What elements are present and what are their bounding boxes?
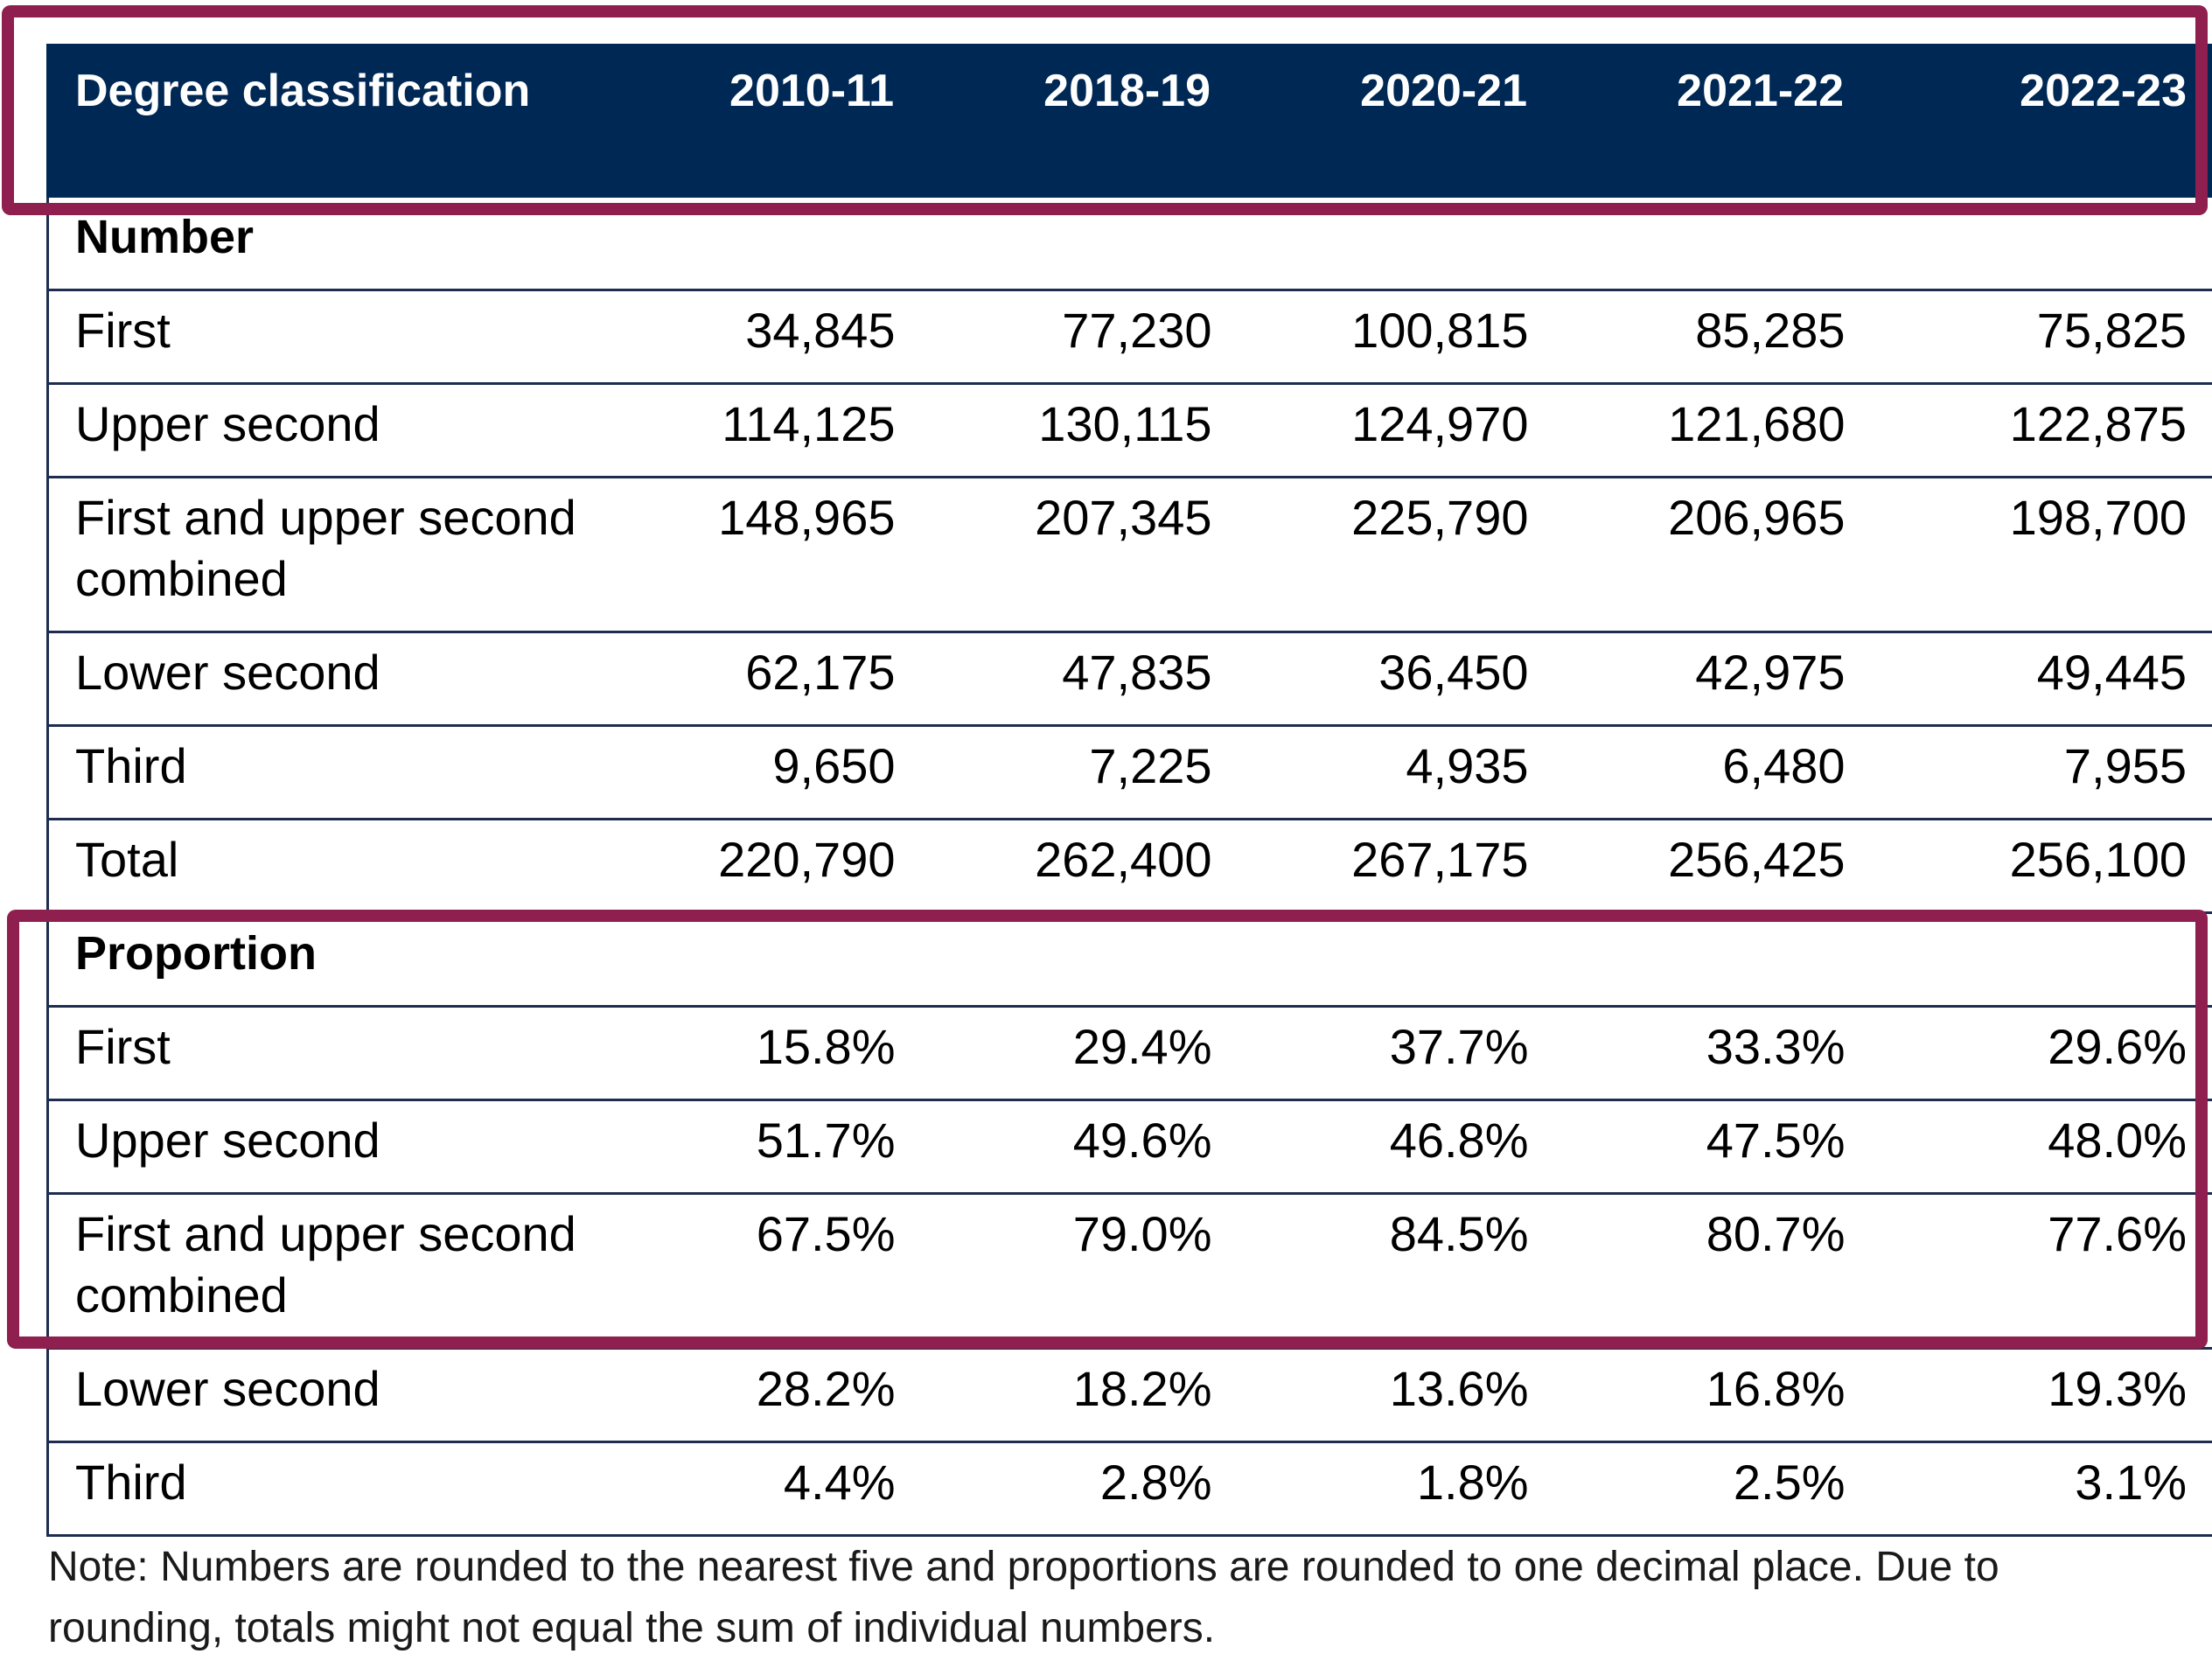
row-label: Lower second xyxy=(46,1347,614,1443)
table-cell: 256,425 xyxy=(1554,818,1872,914)
table-cell: 29.4% xyxy=(921,1005,1239,1101)
header-year-2022-23: 2022-23 xyxy=(1870,44,2212,198)
table-cell: 49,445 xyxy=(1871,631,2212,727)
table-row: Lower second 28.2% 18.2% 13.6% 16.8% 19.… xyxy=(46,1347,2212,1443)
table-cell: 51.7% xyxy=(613,1099,922,1195)
table-cell: 33.3% xyxy=(1554,1005,1872,1101)
section-title-proportion: Proportion xyxy=(46,911,2212,1008)
table-cell: 148,965 xyxy=(613,476,922,633)
table-cell: 19.3% xyxy=(1871,1347,2212,1443)
table-cell: 42,975 xyxy=(1554,631,1872,727)
table-cell: 225,790 xyxy=(1238,476,1555,633)
table-cell: 124,970 xyxy=(1238,382,1555,478)
row-label: Total xyxy=(46,818,614,914)
table-cell: 18.2% xyxy=(921,1347,1239,1443)
row-label: Upper second xyxy=(46,382,614,478)
table-footnote: Note: Numbers are rounded to the nearest… xyxy=(48,1544,1999,1651)
table-cell: 13.6% xyxy=(1238,1347,1555,1443)
table-cell: 77.6% xyxy=(1871,1192,2212,1350)
table-cell: 198,700 xyxy=(1871,476,2212,633)
table-cell: 206,965 xyxy=(1554,476,1872,633)
degree-classification-table: Degree classification 2010-11 2018-19 20… xyxy=(46,44,2212,1537)
table-cell: 15.8% xyxy=(613,1005,922,1101)
table-cell: 79.0% xyxy=(921,1192,1239,1350)
table-row: First and upper second combined 67.5% 79… xyxy=(46,1192,2212,1350)
row-label: First and upper second combined xyxy=(46,1192,614,1350)
table-cell: 48.0% xyxy=(1871,1099,2212,1195)
table-cell: 100,815 xyxy=(1238,289,1555,385)
table-cell: 1.8% xyxy=(1238,1441,1555,1537)
table-cell: 7,225 xyxy=(921,724,1239,820)
table-row: Upper second 114,125 130,115 124,970 121… xyxy=(46,382,2212,478)
table-row: Third 4.4% 2.8% 1.8% 2.5% 3.1% xyxy=(46,1441,2212,1537)
table-cell: 114,125 xyxy=(613,382,922,478)
degree-classification-table-container: Degree classification 2010-11 2018-19 20… xyxy=(46,44,2212,1537)
table-cell: 62,175 xyxy=(613,631,922,727)
header-year-2018-19: 2018-19 xyxy=(920,44,1239,198)
table-cell: 2.8% xyxy=(921,1441,1239,1537)
table-cell: 256,100 xyxy=(1871,818,2212,914)
table-header-row: Degree classification 2010-11 2018-19 20… xyxy=(46,44,2212,198)
table-cell: 28.2% xyxy=(613,1347,922,1443)
table-row: First and upper second combined 148,965 … xyxy=(46,476,2212,633)
section-row-proportion: Proportion xyxy=(46,911,2212,1008)
table-cell: 75,825 xyxy=(1871,289,2212,385)
row-label: First and upper second combined xyxy=(46,476,614,633)
table-cell: 2.5% xyxy=(1554,1441,1872,1537)
header-year-2020-21: 2020-21 xyxy=(1237,44,1556,198)
row-label: First xyxy=(46,1005,614,1101)
row-label: Upper second xyxy=(46,1099,614,1195)
table-cell: 267,175 xyxy=(1238,818,1555,914)
table-cell: 9,650 xyxy=(613,724,922,820)
table-cell: 3.1% xyxy=(1871,1441,2212,1537)
table-cell: 4.4% xyxy=(613,1441,922,1537)
table-cell: 49.6% xyxy=(921,1099,1239,1195)
table-cell: 77,230 xyxy=(921,289,1239,385)
table-cell: 67.5% xyxy=(613,1192,922,1350)
row-label: Third xyxy=(46,724,614,820)
table-row: First 15.8% 29.4% 37.7% 33.3% 29.6% xyxy=(46,1005,2212,1101)
row-label: Third xyxy=(46,1441,614,1537)
table-cell: 7,955 xyxy=(1871,724,2212,820)
table-cell: 122,875 xyxy=(1871,382,2212,478)
row-label: Lower second xyxy=(46,631,614,727)
table-cell: 130,115 xyxy=(921,382,1239,478)
section-row-number: Number xyxy=(46,195,2212,291)
table-row-total: Total 220,790 262,400 267,175 256,425 25… xyxy=(46,818,2212,914)
row-label: First xyxy=(46,289,614,385)
table-cell: 16.8% xyxy=(1554,1347,1872,1443)
table-row: First 34,845 77,230 100,815 85,285 75,82… xyxy=(46,289,2212,385)
table-cell: 6,480 xyxy=(1554,724,1872,820)
table-cell: 4,935 xyxy=(1238,724,1555,820)
table-cell: 220,790 xyxy=(613,818,922,914)
table-row: Third 9,650 7,225 4,935 6,480 7,955 xyxy=(46,724,2212,820)
table-cell: 34,845 xyxy=(613,289,922,385)
table-row: Upper second 51.7% 49.6% 46.8% 47.5% 48.… xyxy=(46,1099,2212,1195)
table-cell: 47,835 xyxy=(921,631,1239,727)
table-cell: 47.5% xyxy=(1554,1099,1872,1195)
table-cell: 85,285 xyxy=(1554,289,1872,385)
table-cell: 262,400 xyxy=(921,818,1239,914)
section-title-number: Number xyxy=(46,195,2212,291)
table-row: Lower second 62,175 47,835 36,450 42,975… xyxy=(46,631,2212,727)
table-cell: 37.7% xyxy=(1238,1005,1555,1101)
header-year-2021-22: 2021-22 xyxy=(1553,44,1873,198)
table-cell: 80.7% xyxy=(1554,1192,1872,1350)
table-cell: 46.8% xyxy=(1238,1099,1555,1195)
header-degree-classification: Degree classification xyxy=(46,44,615,198)
header-year-2010-11: 2010-11 xyxy=(612,44,923,198)
table-cell: 207,345 xyxy=(921,476,1239,633)
table-cell: 36,450 xyxy=(1238,631,1555,727)
table-cell: 29.6% xyxy=(1871,1005,2212,1101)
table-cell: 84.5% xyxy=(1238,1192,1555,1350)
table-cell: 121,680 xyxy=(1554,382,1872,478)
